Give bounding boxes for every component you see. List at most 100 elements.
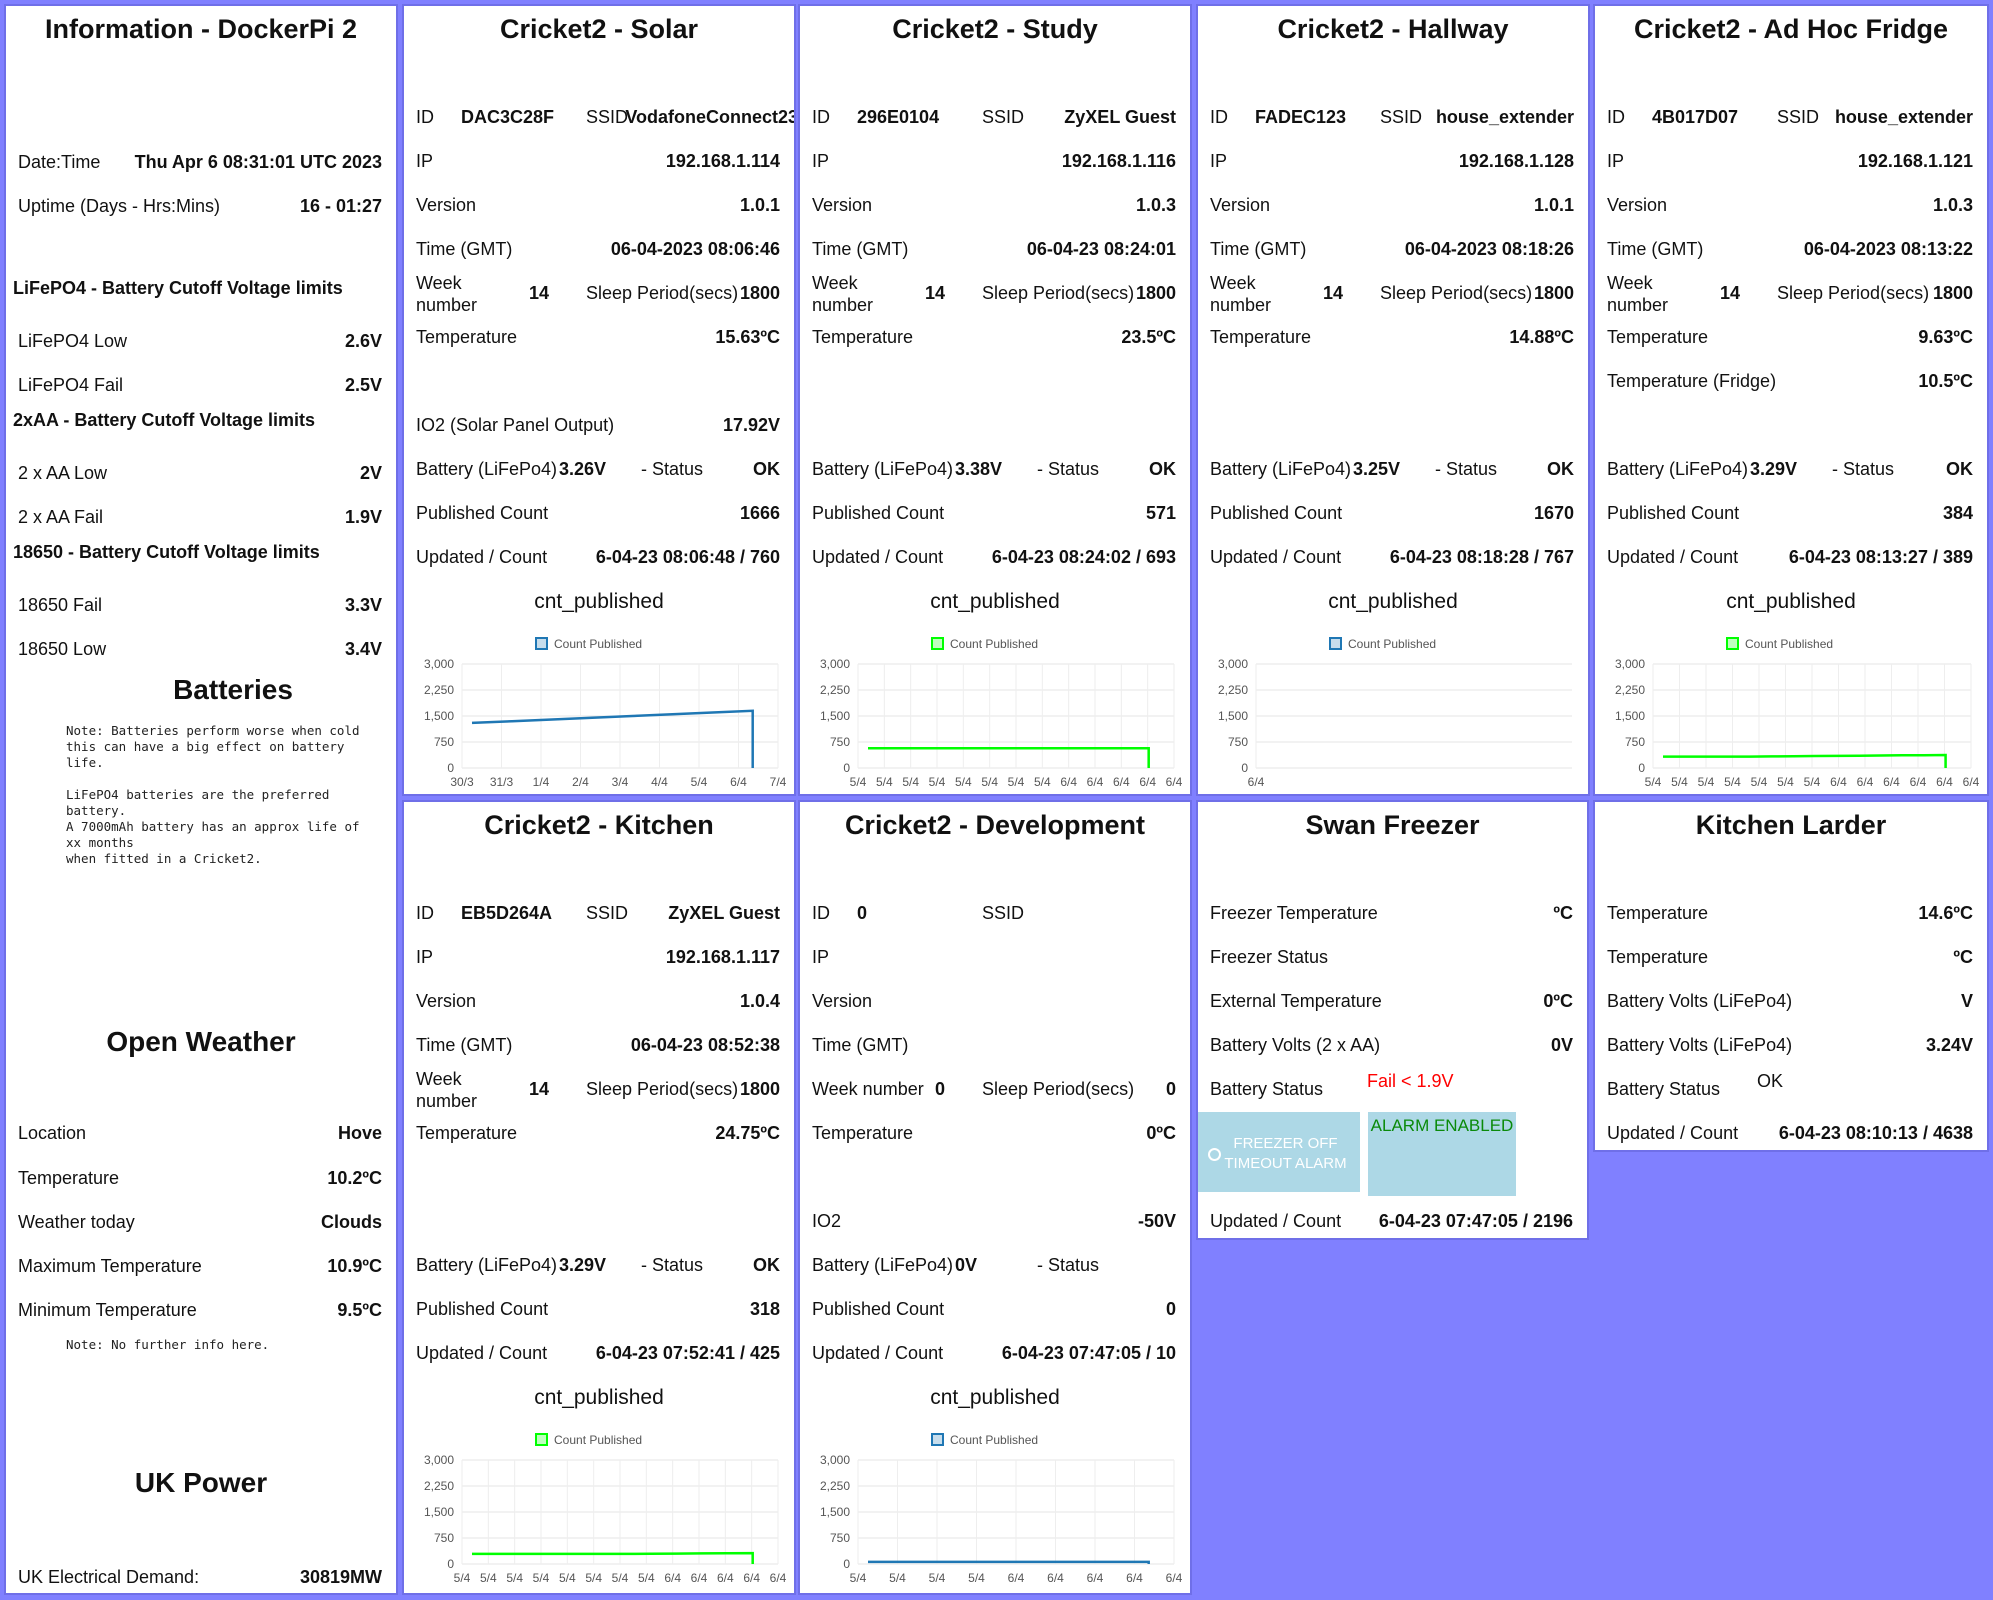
larder-battery2-row: Battery Volts (LiFePo4) 3.24V [1607,1035,1973,1055]
time-row: Time (GMT) 06-04-2023 08:18:26 [1210,239,1574,259]
cricket-card-study: Cricket2 - Study ID 296E0104 SSID ZyXEL Gues… [798,4,1192,796]
larder-card: Kitchen Larder Temperature 14.6ºC Temper… [1593,800,1989,1152]
info-row-uptime: Uptime (Days - Hrs:Mins) 16 - 01:27 [18,196,382,216]
x-tick-label: 5/4 [1698,775,1715,789]
aa-low-row: 2 x AA Low 2V [18,463,382,483]
x-tick-label: 5/4 [1034,775,1051,789]
updated-row: Updated / Count 6-04-23 07:47:05 / 10 [812,1343,1176,1363]
larder-battery-status: OK [1757,1071,1784,1091]
battery-value: 0V [955,1255,978,1275]
y-tick-label: 750 [434,1531,454,1545]
published-row: Published Count 384 [1607,503,1973,523]
battery-value: 3.29V [1750,459,1798,479]
y-tick-label: 1,500 [1218,709,1248,723]
week-sleep-row: Week number 14 Sleep Period(secs) 1800 [1210,273,1574,315]
legend-swatch [1726,637,1739,650]
larder-battery-row: Battery Volts (LiFePo4) V [1607,991,1973,1011]
power-row: UK Electrical Demand: 30819MW [18,1567,382,1587]
status-value: OK [753,459,780,479]
cricket-title: Cricket2 - Development [844,810,1146,840]
cricket-card-kitchen: Cricket2 - Kitchen ID EB5D264A SSID ZyXEL Gu… [402,800,796,1595]
y-tick-label: 0 [447,1557,454,1571]
x-tick-label: 31/3 [490,775,514,789]
freezer-status-row: Freezer Status [1210,947,1329,967]
x-tick-label: 5/4 [454,1571,471,1585]
x-tick-label: 6/4 [1883,775,1900,789]
x-tick-label: 5/4 [691,775,708,789]
larder-updated-row: Updated / Count 6-04-23 08:10:13 / 4638 [1607,1123,1973,1143]
x-tick-label: 5/4 [1008,775,1025,789]
x-tick-label: 6/4 [770,1571,787,1585]
x-tick-label: 6/4 [1963,775,1980,789]
y-tick-label: 2,250 [1615,683,1645,697]
y-tick-label: 3,000 [1615,657,1645,671]
x-tick-label: 5/4 [480,1571,497,1585]
x-tick-label: 6/4 [1087,1571,1104,1585]
info-row-datetime: Date:Time Thu Apr 6 08:31:01 UTC 2023 [18,152,382,172]
ip-row: IP 192.168.1.121 [1607,151,1973,171]
y-tick-label: 0 [843,1557,850,1571]
y-tick-label: 750 [434,735,454,749]
x-tick-label: 5/4 [1777,775,1794,789]
time-row: Time (GMT) 06-04-2023 08:13:22 [1607,239,1973,259]
radio-icon [1207,1147,1221,1161]
y-tick-label: 3,000 [820,657,850,671]
legend-label: Count Published [554,637,642,651]
y-tick-label: 0 [447,761,454,775]
y-tick-label: 1,500 [820,709,850,723]
version-row: Version 1.0.3 [812,195,1176,215]
x-tick-label: 6/4 [1087,775,1104,789]
y-tick-label: 3,000 [820,1453,850,1467]
updated-row: Updated / Count 6-04-23 07:52:41 / 425 [416,1343,780,1363]
cricket-title: Cricket2 - Study [892,14,1098,44]
device-id: 4B017D07 [1652,107,1739,127]
x-tick-label: 6/4 [1139,775,1156,789]
time-row: Time (GMT) [812,1035,909,1055]
larder-temp2-row: Temperature ºC [1607,947,1973,967]
y-tick-label: 1,500 [424,709,454,723]
y-tick-label: 1,500 [424,1505,454,1519]
freezer-battery-status-row: Battery Status Fail < 1.9V [1210,1071,1573,1104]
x-tick-label: 6/4 [1830,775,1847,789]
updated-row: Updated / Count 6-04-23 08:18:28 / 767 [1210,547,1574,567]
x-tick-label: 5/4 [1724,775,1741,789]
device-id: 296E0104 [857,107,940,127]
y-tick-label: 1,500 [1615,709,1645,723]
aa-heading: 2xAA - Battery Cutoff Voltage limits [13,410,316,430]
larder-battery-status-row: Battery Status OK [1607,1071,1973,1104]
chart-title: cnt_published [534,590,664,613]
cricket-card-dev: Cricket2 - Development ID 0 SSID IP Version Ti… [798,800,1192,1595]
x-tick-label: 5/4 [559,1571,576,1585]
weather-temp-row: Temperature 10.2ºC [18,1168,382,1188]
version-row: Version 1.0.4 [416,991,780,1011]
freezer-off-timeout-alarm-button[interactable]: FREEZER OFF TIMEOUT ALARM [1198,1112,1360,1192]
y-tick-label: 2,250 [820,1479,850,1493]
weather-location-row: Location Hove [18,1123,382,1143]
legend-label: Count Published [1745,637,1833,651]
lifepo4-low-row: LiFePO4 Low 2.6V [18,331,382,351]
chart-title: cnt_published [1328,590,1458,613]
freezer-ext-temp-row: External Temperature 0ºC [1210,991,1573,1011]
legend-swatch [535,637,548,650]
temperature-row: Temperature 9.63ºC [1607,327,1973,347]
alarm-enabled-button[interactable]: ALARM ENABLED [1368,1112,1516,1196]
temperature-row: Temperature 23.5ºC [812,327,1176,347]
updated-row: Updated / Count 6-04-23 08:06:48 / 760 [416,547,780,567]
cricket-card-fridge: Cricket2 - Ad Hoc Fridge ID 4B017D07 SSID ho… [1593,4,1989,796]
y-tick-label: 2,250 [1218,683,1248,697]
lifepo4-heading: LiFePO4 - Battery Cutoff Voltage limits [13,278,343,298]
status-value: OK [1946,459,1973,479]
weather-max-row: Maximum Temperature 10.9ºC [18,1256,382,1276]
ssid-value: house_extender [1834,107,1973,127]
freezer-card: Swan Freezer Freezer Temperature ºC Free… [1196,800,1589,1240]
version-row: Version 1.0.3 [1607,195,1973,215]
battery-row: Battery (LiFePo4) 0V - Status [812,1250,1176,1280]
x-tick-label: 1/4 [533,775,550,789]
x-tick-label: 30/3 [450,775,474,789]
ssid-value: house_extender [1435,107,1574,127]
weather-title: Open Weather [106,1026,296,1057]
published-row: Published Count 1666 [416,503,780,523]
x-tick-label: 5/4 [929,775,946,789]
y-tick-label: 0 [843,761,850,775]
